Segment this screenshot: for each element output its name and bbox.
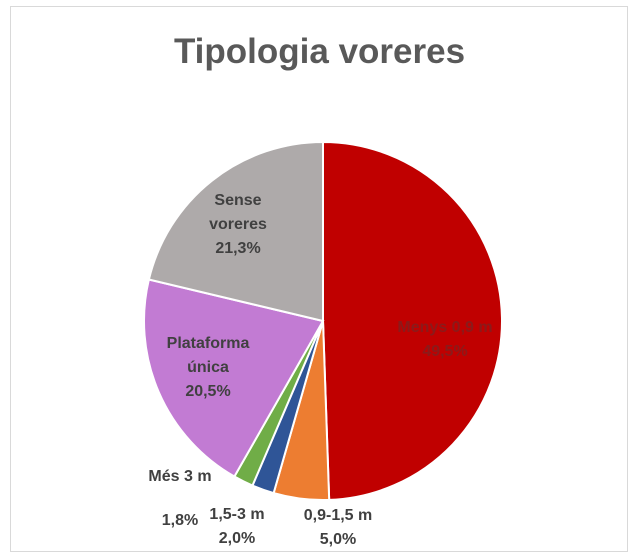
- value-label: 2,0%: [218, 530, 256, 547]
- category-label: Més 3 m: [148, 468, 212, 485]
- value-label: 21,3%: [215, 240, 261, 257]
- data-label: Sense voreres 21,3%: [188, 189, 288, 261]
- pie-slice: [322, 140, 503, 501]
- category-label: Sense voreres: [209, 192, 267, 233]
- chart-frame: [10, 6, 628, 552]
- data-label: 1,5-3 m 2,0%: [197, 503, 277, 551]
- value-label: 49,5%: [422, 343, 468, 360]
- value-label: 1,8%: [161, 512, 199, 529]
- data-label: Menys 0,9 m 49,5%: [395, 316, 495, 364]
- pie-slice: [143, 278, 325, 478]
- pie-slice: [147, 140, 324, 323]
- value-label: 20,5%: [185, 383, 231, 400]
- value-label: 5,0%: [319, 531, 357, 548]
- category-label: Menys 0,9 m: [397, 319, 493, 336]
- data-label: Plataforma única 20,5%: [160, 332, 256, 404]
- category-label: 1,5-3 m: [209, 506, 265, 523]
- category-label: 0,9-1,5 m: [303, 507, 373, 524]
- data-label: Més 3 m 1,8%: [145, 465, 215, 533]
- category-label: Plataforma única: [166, 335, 250, 376]
- chart-title: Tipologia voreres: [173, 32, 466, 71]
- data-label: 0,9-1,5 m 5,0%: [283, 504, 393, 552]
